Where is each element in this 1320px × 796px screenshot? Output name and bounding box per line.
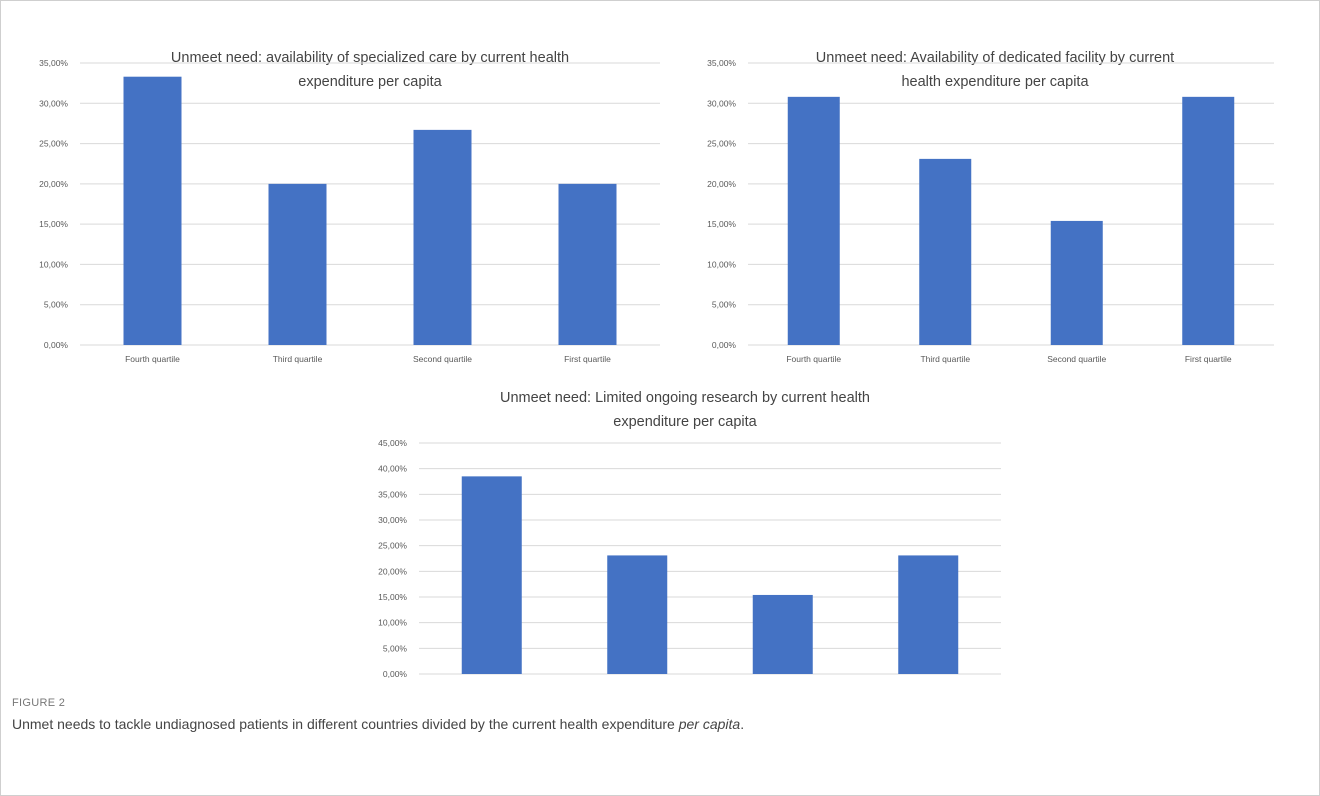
x-tick-label: Fourth quartile xyxy=(125,354,180,364)
x-tick-label: Third quartile xyxy=(612,683,662,685)
x-tick-label: Second quartile xyxy=(1047,354,1106,364)
y-tick-label: 15,00% xyxy=(378,592,407,602)
y-tick-label: 5,00% xyxy=(383,643,408,653)
y-tick-label: 20,00% xyxy=(707,179,736,189)
y-tick-label: 10,00% xyxy=(707,259,736,269)
y-tick-label: 10,00% xyxy=(378,618,407,628)
caption-end: . xyxy=(740,716,745,732)
y-tick-label: 5,00% xyxy=(712,300,737,310)
figure-caption: Unmet needs to tackle undiagnosed patien… xyxy=(12,716,744,732)
chart-title-line: Unmeet need: availability of specialized… xyxy=(171,50,569,66)
bar-1 xyxy=(123,76,182,345)
bar-2 xyxy=(607,555,668,674)
bar-3 xyxy=(1050,220,1103,345)
y-tick-label: 25,00% xyxy=(378,541,407,551)
bar-4 xyxy=(558,183,617,345)
y-tick-label: 15,00% xyxy=(39,219,68,229)
y-tick-label: 40,00% xyxy=(378,464,407,474)
x-tick-label: First quartile xyxy=(564,354,611,364)
bar-1 xyxy=(787,96,840,345)
x-tick-label: Third quartile xyxy=(920,354,970,364)
caption-italic: per capita xyxy=(678,716,741,732)
bar-4 xyxy=(1182,96,1235,345)
bar-1 xyxy=(461,476,522,674)
x-tick-label: Fourth quartile xyxy=(464,683,519,685)
chart-title-line: expenditure per capita xyxy=(298,74,442,90)
chart-title-line: expenditure per capita xyxy=(613,414,757,430)
bar-2 xyxy=(268,183,327,345)
figure-label: FIGURE 2 xyxy=(12,697,66,709)
bar-2 xyxy=(919,158,972,345)
bar-4 xyxy=(898,555,959,674)
y-tick-label: 10,00% xyxy=(39,259,68,269)
chart-specialized-care: Unmeet need: availability of specialized… xyxy=(39,50,660,364)
chart-dedicated-facility: Unmeet need: Availability of dedicated f… xyxy=(707,50,1274,364)
chart-ongoing-research: Unmeet need: Limited ongoing research by… xyxy=(378,390,1001,685)
chart-title-line: Unmeet need: Limited ongoing research by… xyxy=(500,390,870,406)
y-tick-label: 30,00% xyxy=(39,98,68,108)
chart-title-line: Unmeet need: Availability of dedicated f… xyxy=(816,50,1174,66)
y-tick-label: 5,00% xyxy=(44,300,69,310)
y-tick-label: 30,00% xyxy=(378,515,407,525)
y-tick-label: 25,00% xyxy=(39,139,68,149)
x-tick-label: First quartile xyxy=(1185,354,1232,364)
bar-3 xyxy=(752,594,813,674)
y-tick-label: 20,00% xyxy=(378,566,407,576)
y-tick-label: 25,00% xyxy=(707,139,736,149)
y-tick-label: 45,00% xyxy=(378,438,407,448)
chart-title-line: health expenditure per capita xyxy=(901,74,1089,90)
y-tick-label: 15,00% xyxy=(707,219,736,229)
y-tick-label: 20,00% xyxy=(39,179,68,189)
y-tick-label: 0,00% xyxy=(383,669,408,679)
bar-3 xyxy=(413,129,472,345)
y-tick-label: 0,00% xyxy=(712,340,737,350)
x-tick-label: Fourth quartile xyxy=(786,354,841,364)
x-tick-label: Second quartile xyxy=(753,683,812,685)
y-tick-label: 0,00% xyxy=(44,340,69,350)
x-tick-label: Second quartile xyxy=(413,354,472,364)
y-tick-label: 35,00% xyxy=(707,58,736,68)
y-tick-label: 30,00% xyxy=(707,98,736,108)
y-tick-label: 35,00% xyxy=(378,489,407,499)
caption-text: Unmet needs to tackle undiagnosed patien… xyxy=(12,716,679,732)
y-tick-label: 35,00% xyxy=(39,58,68,68)
x-tick-label: Third quartile xyxy=(273,354,323,364)
x-tick-label: First quartile xyxy=(905,683,952,685)
